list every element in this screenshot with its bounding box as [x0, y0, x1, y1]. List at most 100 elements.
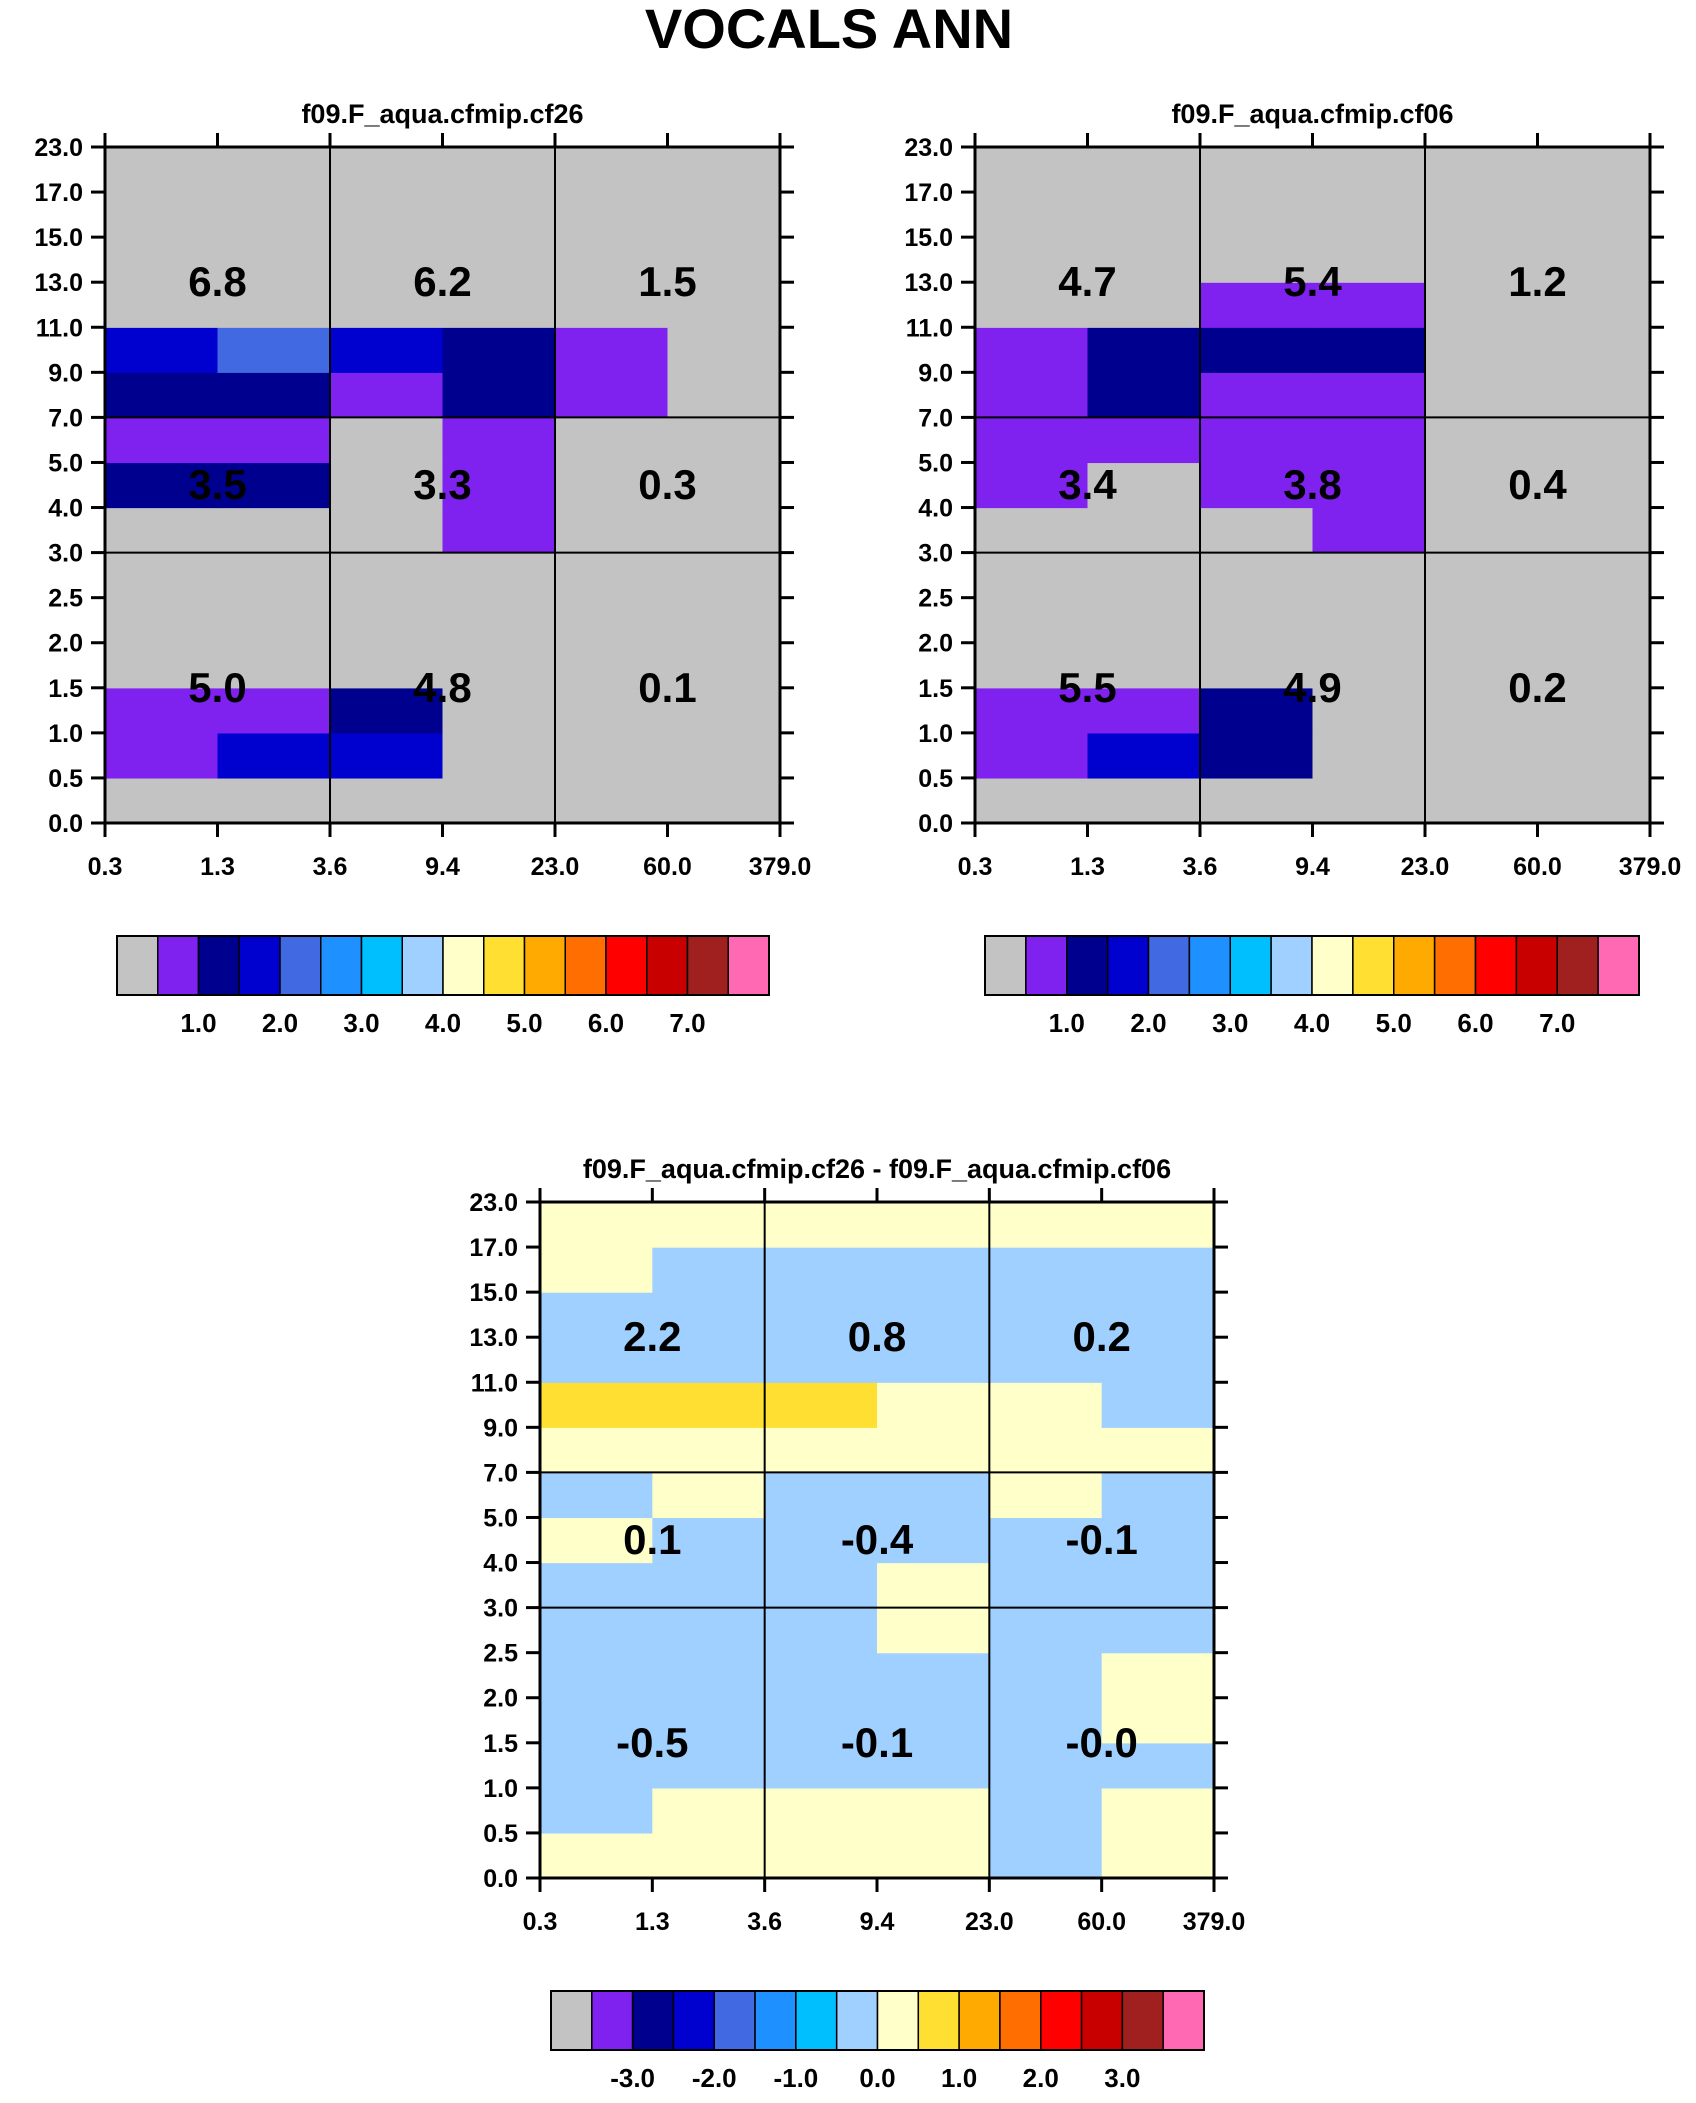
- colorbar-box: [483, 935, 526, 996]
- x-tick-label: 3.6: [313, 853, 348, 881]
- heatmap-cell: [1087, 507, 1201, 554]
- summary-value: 0.2: [1508, 664, 1566, 711]
- y-tick-label: 5.0: [483, 1504, 518, 1532]
- heatmap-cell: [877, 1337, 990, 1383]
- heatmap-cell: [217, 192, 331, 238]
- heatmap-cell: [975, 777, 1089, 824]
- heatmap-cell: [442, 417, 556, 464]
- heatmap-cell: [877, 1607, 990, 1654]
- y-tick-label: 1.5: [483, 1730, 518, 1758]
- x-tick-label: 23.0: [1401, 853, 1450, 881]
- heatmap-cell: [330, 732, 444, 779]
- heatmap-cell: [555, 642, 669, 689]
- heatmap-cell: [764, 1247, 878, 1293]
- heatmap-cell: [975, 282, 1089, 328]
- heatmap-cell: [105, 372, 219, 418]
- heatmap-cell: [764, 1697, 878, 1744]
- x-tick-label: 379.0: [1183, 1908, 1246, 1936]
- heatmap-cell: [989, 1787, 1103, 1834]
- colorbar-box: [279, 935, 322, 996]
- heatmap-cell: [1200, 372, 1314, 418]
- panel-title: f09.F_aqua.cfmip.cf26: [301, 99, 583, 129]
- heatmap-cell: [667, 642, 781, 689]
- y-tick-label: 1.0: [483, 1775, 518, 1803]
- heatmap-cell: [764, 1787, 878, 1834]
- heatmap-cell: [877, 1382, 990, 1428]
- heatmap-cell: [1101, 1742, 1215, 1789]
- heatmap-cell: [667, 507, 781, 554]
- colorbar-box: [646, 935, 689, 996]
- heatmap-cell: [1200, 237, 1314, 283]
- heatmap-cell: [975, 642, 1089, 689]
- heatmap-cell: [105, 597, 219, 644]
- y-tick-label: 13.0: [904, 269, 953, 297]
- colorbar-box: [1080, 1990, 1124, 2051]
- colorbar-box: [116, 935, 159, 996]
- chart-panel-2: f09.F_aqua.cfmip.cf06 0.0 0.5 1.0 1.5 2.0 2.5 3…: [904, 99, 1681, 881]
- summary-value: 3.3: [413, 461, 471, 508]
- heatmap-cell: [1312, 687, 1426, 734]
- heatmap-cell: [555, 552, 669, 599]
- heatmap-cell: [667, 327, 781, 373]
- colorbar-tick-label: 7.0: [1539, 1008, 1575, 1038]
- heatmap-cell: [1425, 327, 1539, 373]
- y-tick-label: 2.5: [48, 585, 83, 613]
- y-tick-label: 0.0: [483, 1865, 518, 1893]
- heatmap-cell: [1312, 147, 1426, 193]
- heatmap-cell: [1200, 507, 1314, 554]
- heatmap-cell: [555, 732, 669, 779]
- heatmap-cell: [1425, 642, 1539, 689]
- heatmap-cell: [555, 687, 669, 734]
- heatmap-cell: [217, 552, 331, 599]
- heatmap-cell: [975, 462, 1089, 509]
- heatmap-cell: [555, 777, 669, 824]
- heatmap-cell: [442, 777, 556, 824]
- heatmap-cell: [1087, 552, 1201, 599]
- heatmap-cell: [667, 687, 781, 734]
- heatmap-cell: [1087, 282, 1201, 328]
- colorbar-box: [631, 1990, 675, 2051]
- heatmap-cell: [652, 1787, 766, 1834]
- heatmap-cell: [1200, 147, 1314, 193]
- heatmap-cell: [989, 1202, 1103, 1248]
- heatmap-cell: [764, 1337, 878, 1383]
- colorbar-box: [320, 935, 363, 996]
- y-tick-label: 3.0: [918, 540, 953, 568]
- heatmap-cell: [105, 192, 219, 238]
- y-tick-label: 1.5: [918, 675, 953, 703]
- y-tick-label: 0.0: [48, 810, 83, 838]
- chart-panel-1: f09.F_aqua.cfmip.cf26 0.0 0.5 1.0 1.5 2.0 2.5 3…: [34, 99, 811, 881]
- heatmap-cell: [1537, 417, 1651, 464]
- heatmap-cell: [540, 1742, 653, 1789]
- colorbar-frame: [984, 935, 1640, 996]
- colorbar-box: [672, 1990, 715, 2051]
- heatmap-cell: [667, 372, 781, 418]
- heatmap-cell: [1537, 507, 1651, 554]
- heatmap-cell: [540, 1337, 653, 1383]
- heatmap-cell: [442, 327, 556, 373]
- heatmap-cell: [989, 1652, 1103, 1699]
- heatmap-cell: [667, 282, 781, 328]
- y-tick-label: 9.0: [48, 359, 83, 387]
- colorbar-box: [605, 935, 648, 996]
- heatmap-cell: [652, 1247, 766, 1293]
- heatmap-cell: [217, 507, 331, 554]
- y-tick-label: 15.0: [469, 1279, 518, 1307]
- heatmap-cell: [555, 597, 669, 644]
- heatmap-cell: [540, 1517, 653, 1564]
- heatmap-cell: [989, 1607, 1103, 1654]
- heatmap-cell: [1101, 1697, 1215, 1744]
- colorbar-box: [1025, 935, 1068, 996]
- colorbar-tick-label: 4.0: [425, 1008, 461, 1038]
- summary-value: 0.1: [623, 1516, 681, 1563]
- heatmap-cell: [105, 507, 219, 554]
- heatmap-cell: [1425, 507, 1539, 554]
- colorbar-box: [1162, 1990, 1205, 2051]
- summary-value: 3.5: [188, 461, 246, 508]
- heatmap-cell: [1101, 1652, 1215, 1699]
- heatmap-cell: [442, 687, 556, 734]
- summary-value: -0.4: [841, 1516, 914, 1563]
- heatmap-cell: [1101, 1832, 1215, 1879]
- heatmap-cell: [330, 237, 444, 283]
- heatmap-cell: [1425, 192, 1539, 238]
